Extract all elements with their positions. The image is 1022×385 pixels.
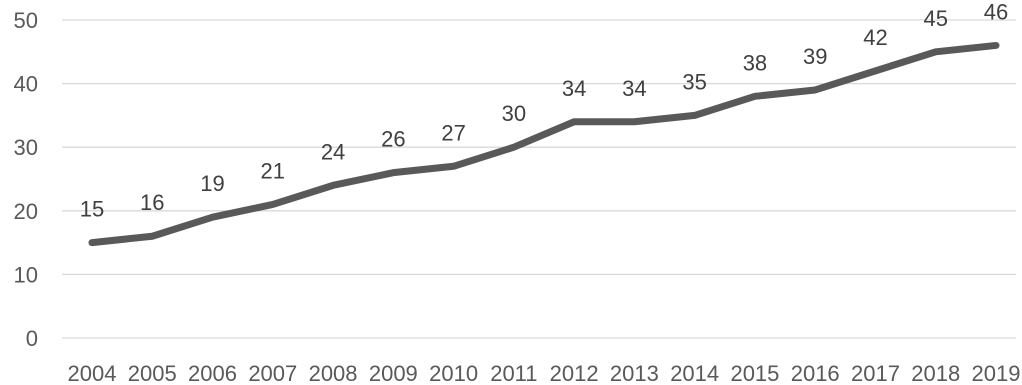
data-label: 30 [502, 101, 526, 126]
series-lines [88, 41, 1000, 247]
data-label: 38 [743, 50, 767, 75]
x-axis-ticks: 2004 2005 2006 2007 2008 2009 2010 2011 2012 2013… [68, 361, 1021, 385]
x-tick-label: 2008 [309, 361, 358, 385]
y-tick-label: 10 [14, 262, 38, 287]
x-tick-label: 2009 [369, 361, 418, 385]
data-label: 19 [200, 171, 224, 196]
x-tick-label: 2005 [128, 361, 177, 385]
x-tick-label: 2014 [670, 361, 719, 385]
data-label: 39 [803, 44, 827, 69]
data-label: 34 [562, 76, 586, 101]
data-label: 21 [261, 158, 285, 183]
data-label: 16 [140, 190, 164, 215]
x-tick-label: 2006 [188, 361, 237, 385]
y-axis-ticks: 0 10 20 30 40 50 [14, 8, 38, 351]
x-tick-label: 2012 [550, 361, 599, 385]
data-label: 27 [441, 120, 465, 145]
x-tick-label: 2019 [972, 361, 1021, 385]
data-label: 24 [321, 139, 345, 164]
x-tick-label: 2015 [730, 361, 779, 385]
y-tick-label: 40 [14, 72, 38, 97]
data-label: 26 [381, 127, 405, 152]
x-tick-label: 2011 [490, 361, 537, 385]
data-label: 46 [984, 0, 1008, 24]
data-label: 15 [80, 197, 104, 222]
x-tick-label: 2010 [429, 361, 478, 385]
x-tick-label: 2007 [248, 361, 297, 385]
series-line [88, 41, 1000, 247]
data-labels: 15 16 19 21 24 26 27 30 34 34 35 38 39 42 45 46 [80, 0, 1008, 222]
y-tick-label: 0 [26, 326, 38, 351]
data-label: 34 [622, 76, 646, 101]
y-tick-label: 20 [14, 199, 38, 224]
data-label: 45 [923, 6, 947, 31]
gridlines [62, 19, 1016, 339]
data-label: 35 [682, 69, 706, 94]
x-tick-label: 2017 [851, 361, 900, 385]
y-tick-label: 30 [14, 135, 38, 160]
x-tick-label: 2004 [68, 361, 117, 385]
x-tick-label: 2016 [791, 361, 840, 385]
x-tick-label: 2018 [911, 361, 960, 385]
data-label: 42 [863, 25, 887, 50]
y-tick-label: 50 [14, 8, 38, 33]
x-tick-label: 2013 [610, 361, 659, 385]
